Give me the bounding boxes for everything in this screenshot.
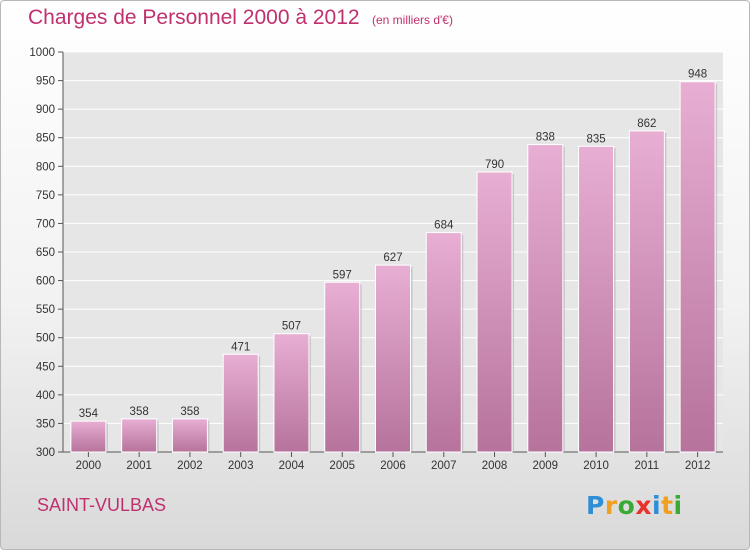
logo-letter: x <box>635 491 652 520</box>
y-tick-label: 300 <box>36 447 55 459</box>
bar-2009 <box>527 144 564 453</box>
bar-2002 <box>171 418 208 453</box>
x-tick-label-2006: 2006 <box>380 460 406 472</box>
bar-2008 <box>476 171 513 453</box>
x-tick-label-2010: 2010 <box>583 460 609 472</box>
value-label-2001: 358 <box>130 406 149 418</box>
value-label-2011: 862 <box>637 118 656 130</box>
value-label-2007: 684 <box>434 220 454 232</box>
logo-letter: i <box>652 491 662 520</box>
x-tick-label-2009: 2009 <box>533 460 559 472</box>
bar-2011 <box>628 130 665 453</box>
x-tick-label-2004: 2004 <box>279 460 305 472</box>
y-tick-label: 850 <box>36 133 55 145</box>
y-tick-label: 650 <box>36 247 55 259</box>
x-tick-label-2008: 2008 <box>482 460 508 472</box>
bar-2005 <box>324 281 361 453</box>
y-tick-label: 750 <box>36 190 55 202</box>
value-label-2008: 790 <box>485 159 504 171</box>
logo-letter: o <box>617 491 636 520</box>
bar-2006 <box>375 264 411 453</box>
y-tick-label: 550 <box>36 304 55 316</box>
y-tick-label: 350 <box>36 418 55 430</box>
value-label-2002: 358 <box>180 406 199 418</box>
x-tick-label-2007: 2007 <box>431 460 457 472</box>
x-tick-label-2000: 2000 <box>76 460 102 472</box>
bar-2007 <box>425 232 462 453</box>
logo-letter: t <box>661 491 674 520</box>
bar-2000 <box>70 420 107 453</box>
y-tick-label: 600 <box>36 276 55 288</box>
y-tick-label: 800 <box>36 161 55 173</box>
chart-title: Charges de Personnel 2000 à 2012 <box>28 6 360 29</box>
value-label-2003: 471 <box>231 341 250 353</box>
x-tick-label-2003: 2003 <box>228 460 254 472</box>
x-tick-label-2002: 2002 <box>177 460 203 472</box>
value-label-2005: 597 <box>333 269 352 281</box>
commune-name: SAINT-VULBAS <box>37 495 167 515</box>
chart-subtitle: (en milliers d'€) <box>372 13 453 27</box>
y-tick-label: 400 <box>36 390 55 402</box>
y-tick-label: 900 <box>36 104 55 116</box>
bar-2001 <box>121 418 158 453</box>
bar-2012 <box>679 81 716 453</box>
value-label-2000: 354 <box>79 408 99 420</box>
y-tick-label: 700 <box>36 218 55 230</box>
y-tick-label: 950 <box>36 76 55 88</box>
y-tick-label: 500 <box>36 333 55 345</box>
bar-2010 <box>578 145 615 453</box>
value-label-2012: 948 <box>688 69 707 81</box>
value-label-2006: 627 <box>383 252 402 264</box>
logo-letter: P <box>586 491 605 520</box>
logo-letter: r <box>604 491 618 520</box>
value-label-2010: 835 <box>586 133 605 145</box>
value-label-2004: 507 <box>282 321 301 333</box>
x-tick-label-2005: 2005 <box>329 460 355 472</box>
value-label-2009: 838 <box>536 132 555 144</box>
proxiti-logo: Proxiti <box>586 491 683 520</box>
x-tick-label-2012: 2012 <box>685 460 711 472</box>
x-tick-label-2001: 2001 <box>126 460 152 472</box>
bar-2003 <box>222 353 259 453</box>
y-tick-label: 1000 <box>29 47 55 59</box>
bar-2004 <box>273 333 310 453</box>
y-tick-label: 450 <box>36 361 55 373</box>
logo-letter: i <box>673 491 683 520</box>
x-tick-label-2011: 2011 <box>634 460 659 472</box>
